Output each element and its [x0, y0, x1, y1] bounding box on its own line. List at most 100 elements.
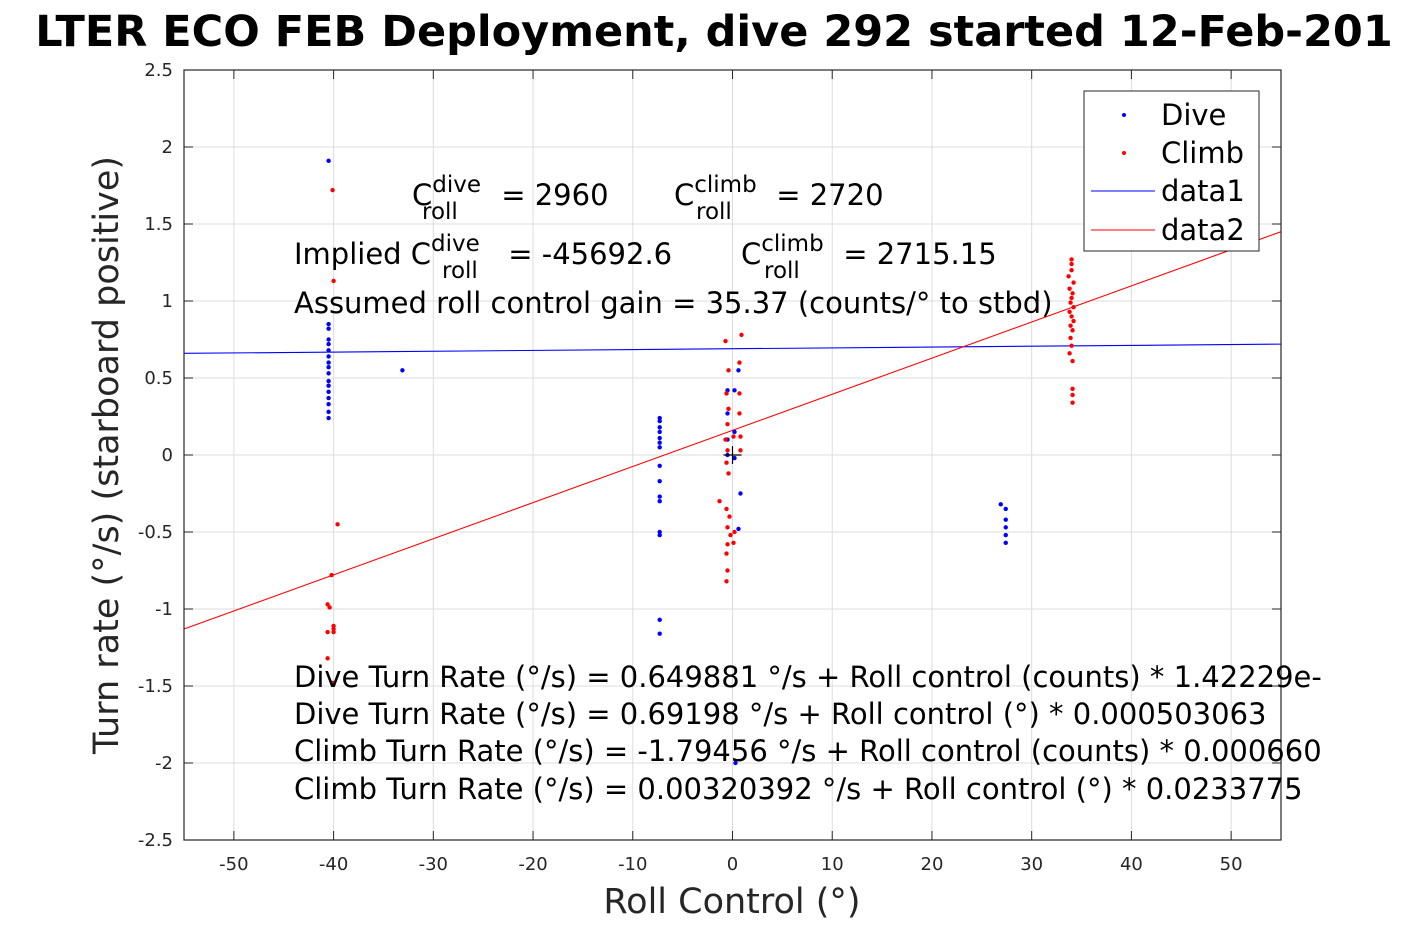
point-climb-0: [330, 187, 335, 193]
point-climb-13: [726, 368, 731, 373]
y-tick-label-5: 0: [162, 445, 173, 466]
plot-frame: [183, 69, 1282, 841]
implied-climb-sup: climb: [761, 231, 823, 257]
point-dive-9: [326, 371, 331, 376]
point-dive-42: [738, 491, 743, 496]
point-climb-35: [737, 391, 742, 396]
point-climb-6: [331, 623, 336, 629]
point-climb-25: [728, 532, 733, 538]
point-climb-52: [1068, 323, 1073, 328]
point-climb-12: [723, 338, 728, 344]
legend: Dive Climb data1 data2: [1083, 90, 1260, 252]
point-dive-47: [1003, 525, 1008, 530]
legend-box: [1083, 90, 1260, 252]
x-tick-label-8: 30: [1020, 854, 1043, 875]
point-climb-20: [726, 471, 731, 476]
y-tick-label-2: -1.5: [138, 676, 173, 697]
point-dive-48: [1003, 532, 1008, 538]
point-climb-26: [725, 542, 730, 547]
point-climb-28: [725, 568, 730, 573]
point-climb-50: [1069, 314, 1074, 319]
point-climb-14: [724, 391, 729, 396]
implied-dive-sub: roll: [442, 258, 478, 284]
c-roll-climb-sub: roll: [696, 199, 732, 225]
point-dive-8: [326, 365, 331, 370]
x-tick-label-1: -40: [319, 854, 348, 875]
implied-climb-annotation: Cclimb roll = 2715.15: [741, 231, 997, 284]
point-climb-38: [738, 448, 743, 453]
fit-lines: [183, 231, 1282, 630]
fit-line-climb-counts: Climb Turn Rate (°/s) = -1.79456 °/s + R…: [294, 734, 1322, 768]
point-climb-5: [327, 605, 332, 610]
implied-climb-prefix: C: [741, 237, 761, 271]
x-tick-labels: -50 -40 -30 -20 -10 0 10 20 30 40 50: [219, 854, 1242, 875]
point-dive-28: [657, 499, 662, 504]
point-dive-43: [736, 526, 741, 532]
point-dive-32: [657, 631, 662, 636]
annotations: Cdive roll = 2960 Cclimb roll = 2720 Impli…: [294, 172, 1322, 806]
x-tick-label-10: 50: [1220, 854, 1243, 875]
point-climb-57: [1070, 358, 1075, 364]
point-dive-22: [657, 435, 662, 441]
x-tick-label-3: -20: [518, 854, 547, 875]
point-climb-46: [1069, 295, 1074, 301]
point-climb-23: [727, 514, 732, 519]
y-tick-label-1: -2: [155, 753, 173, 774]
point-dive-17: [400, 368, 405, 373]
point-dive-29: [657, 529, 662, 535]
series-line-data2: [183, 231, 1282, 630]
series-line-data1: [183, 343, 1282, 354]
x-tick-label-5: 0: [727, 854, 738, 875]
point-dive-11: [326, 383, 331, 388]
point-climb-17: [723, 437, 728, 442]
point-climb-41: [1069, 268, 1074, 273]
y-tick-label-4: -0.5: [138, 522, 173, 543]
point-dive-5: [326, 348, 331, 353]
data-points: [325, 158, 1076, 766]
point-climb-39: [1069, 257, 1074, 262]
point-climb-18: [725, 448, 730, 453]
point-climb-32: [731, 540, 736, 545]
point-climb-58: [1070, 386, 1075, 391]
c-roll-climb-value: = 2720: [767, 178, 884, 212]
point-climb-27: [724, 551, 729, 556]
point-climb-54: [1068, 335, 1073, 341]
point-dive-2: [326, 326, 331, 331]
origin-marker: [723, 446, 742, 464]
point-dive-23: [657, 440, 662, 445]
x-axis-label: Roll Control (°): [603, 882, 860, 922]
legend-label-data2: data2: [1161, 213, 1245, 247]
point-climb-37: [738, 434, 743, 439]
c-roll-dive-annotation: Cdive roll = 2960: [412, 172, 609, 225]
point-climb-24: [725, 525, 730, 530]
chart-title: LTER ECO FEB Deployment, dive 292 starte…: [35, 7, 1393, 57]
point-climb-47: [1068, 300, 1073, 305]
y-tick-label-8: 1.5: [144, 214, 173, 235]
c-roll-climb-annotation: Cclimb roll = 2720: [674, 172, 884, 225]
point-dive-34: [725, 411, 730, 416]
point-climb-55: [1069, 343, 1074, 348]
c-roll-climb-sup: climb: [694, 172, 756, 198]
point-climb-1: [331, 278, 336, 284]
point-dive-21: [657, 429, 662, 435]
point-dive-30: [657, 532, 662, 538]
point-dive-14: [326, 401, 331, 407]
point-climb-10: [325, 656, 330, 661]
point-dive-18: [657, 415, 662, 421]
point-dive-27: [657, 494, 662, 499]
x-tick-label-7: 20: [921, 854, 944, 875]
c-roll-dive-value: = 2960: [492, 178, 609, 212]
point-dive-19: [657, 418, 662, 424]
point-dive-10: [326, 378, 331, 384]
point-dive-38: [732, 429, 737, 435]
point-climb-43: [1071, 280, 1076, 285]
point-climb-45: [1070, 291, 1075, 296]
point-climb-48: [1071, 304, 1076, 310]
implied-dive-prefix: Implied C: [294, 237, 431, 271]
point-climb-59: [1070, 392, 1075, 398]
point-climb-34: [737, 360, 742, 365]
point-climb-7: [331, 626, 336, 632]
point-climb-19: [724, 460, 729, 465]
y-tick-label-6: 0.5: [144, 368, 173, 389]
